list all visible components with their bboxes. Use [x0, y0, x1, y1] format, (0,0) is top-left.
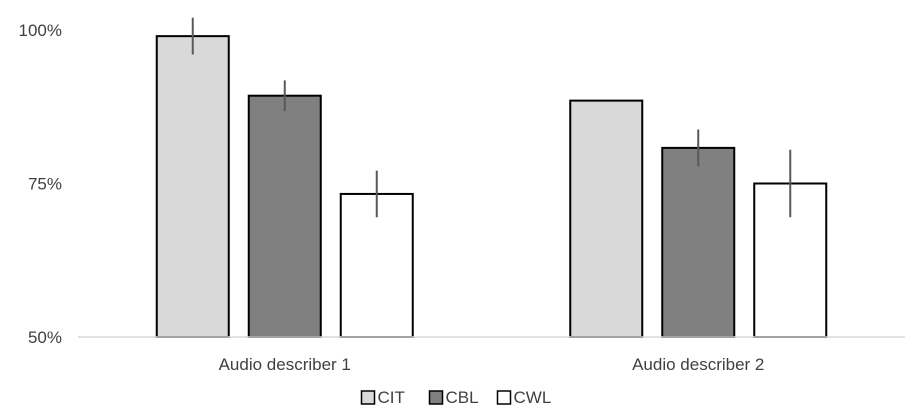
legend-label: CIT — [378, 388, 405, 407]
x-tick-label: Audio describer 2 — [632, 355, 764, 374]
bar-cbl — [247, 94, 322, 338]
y-tick-label: 50% — [28, 328, 62, 347]
x-tick-label: Audio describer 1 — [219, 355, 351, 374]
y-tick-label: 75% — [28, 175, 62, 194]
bar-cit — [569, 99, 644, 338]
legend-swatch-cbl — [428, 390, 444, 405]
legend-swatch-cwl — [496, 390, 512, 405]
legend-label: CWL — [514, 388, 552, 407]
bar-cit — [155, 35, 230, 338]
y-tick-label: 100% — [19, 21, 62, 40]
bar-cbl — [661, 146, 736, 338]
legend-label: CBL — [446, 388, 479, 407]
bar-cwl — [339, 192, 414, 338]
legend-swatch-cit — [360, 390, 376, 405]
